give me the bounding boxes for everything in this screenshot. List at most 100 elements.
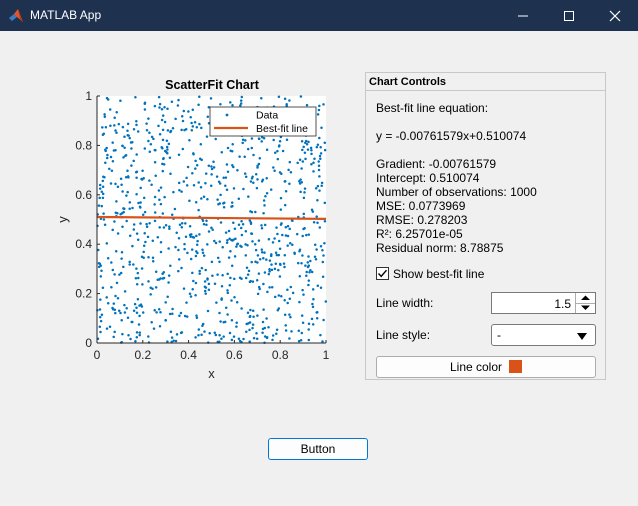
data-point [200,126,203,130]
minimize-icon [518,15,528,17]
data-point [205,135,209,138]
show-fit-label[interactable]: Show best-fit line [393,267,485,281]
data-point [114,249,118,253]
data-point [136,130,140,133]
data-point [254,210,257,214]
data-point [162,226,166,229]
data-point [232,335,236,338]
data-point [320,184,323,187]
data-point [145,225,149,228]
data-point [139,206,142,209]
data-point [299,190,302,194]
line-width-spinner[interactable]: 1.5 [491,292,596,314]
data-point [180,190,183,193]
data-point [188,138,191,142]
data-point [141,283,144,286]
data-point [138,314,141,318]
data-point [213,239,216,243]
data-point [201,324,204,327]
data-point [106,153,109,157]
data-point [125,194,128,197]
data-point [153,219,157,223]
line-width-value[interactable]: 1.5 [554,297,571,311]
data-point [133,302,137,306]
data-point [119,311,122,315]
data-point [311,210,315,213]
data-point [257,285,261,289]
data-point [240,219,243,223]
data-point [204,172,208,175]
data-point [266,290,269,294]
line-color-button[interactable]: Line color [376,356,596,378]
data-point [279,263,282,267]
data-point [197,103,200,107]
spinner-down-button[interactable] [576,303,595,313]
data-point [190,121,193,125]
data-point [157,189,161,192]
data-point [316,284,320,287]
data-point [216,256,220,260]
data-point [304,264,307,267]
line-style-dropdown[interactable]: - [491,324,596,346]
data-point [99,264,103,267]
data-point [302,212,306,216]
data-point [288,99,291,102]
data-point [307,322,311,325]
data-point [114,211,118,215]
data-point [273,151,277,155]
data-point [265,148,269,151]
data-point [218,311,221,315]
data-point [119,213,122,216]
data-point [191,171,194,175]
data-point [136,238,140,241]
data-point [311,288,315,291]
data-point [244,230,248,233]
data-point [195,250,198,253]
spinner-up-button[interactable] [576,293,595,304]
y-tick-label: 0 [85,336,92,350]
data-point [322,103,325,106]
data-point [145,222,148,226]
data-point [318,136,321,140]
data-point [324,300,328,303]
data-point [180,114,184,118]
data-point [211,274,214,277]
scatterfit-chart[interactable]: ScatterFit Chart 0 0.2 0.4 0.6 0.8 1 0 0.2 0.4 0.… [0,0,365,400]
data-point [287,168,290,172]
data-point [206,198,209,201]
data-point [161,146,164,150]
legend[interactable]: Data Best-fit line [209,106,317,137]
data-point [164,301,167,304]
data-point [194,201,198,204]
data-point [207,164,211,167]
data-point [129,337,132,341]
data-point [124,175,128,179]
data-point [137,276,140,280]
maximize-button[interactable] [546,0,592,31]
data-point [219,193,222,197]
data-point [255,332,258,335]
data-point [288,313,291,316]
data-point [209,184,213,187]
minimize-button[interactable] [500,0,546,31]
data-point [260,224,263,227]
data-point [139,186,142,190]
data-point [251,240,254,243]
data-point [315,215,318,218]
data-point [185,301,188,304]
data-point [102,175,105,178]
data-point [159,250,163,254]
show-fit-checkbox[interactable] [376,267,389,280]
close-button[interactable] [592,0,638,31]
data-point [132,309,136,312]
data-point [197,334,200,337]
main-button[interactable]: Button [268,438,368,460]
data-point [215,301,218,304]
data-point [171,127,175,130]
title-bar[interactable]: MATLAB App [0,0,638,31]
data-point [228,237,231,240]
data-point [163,120,167,124]
data-point [313,255,317,258]
data-point [183,314,187,318]
data-point [221,246,224,249]
